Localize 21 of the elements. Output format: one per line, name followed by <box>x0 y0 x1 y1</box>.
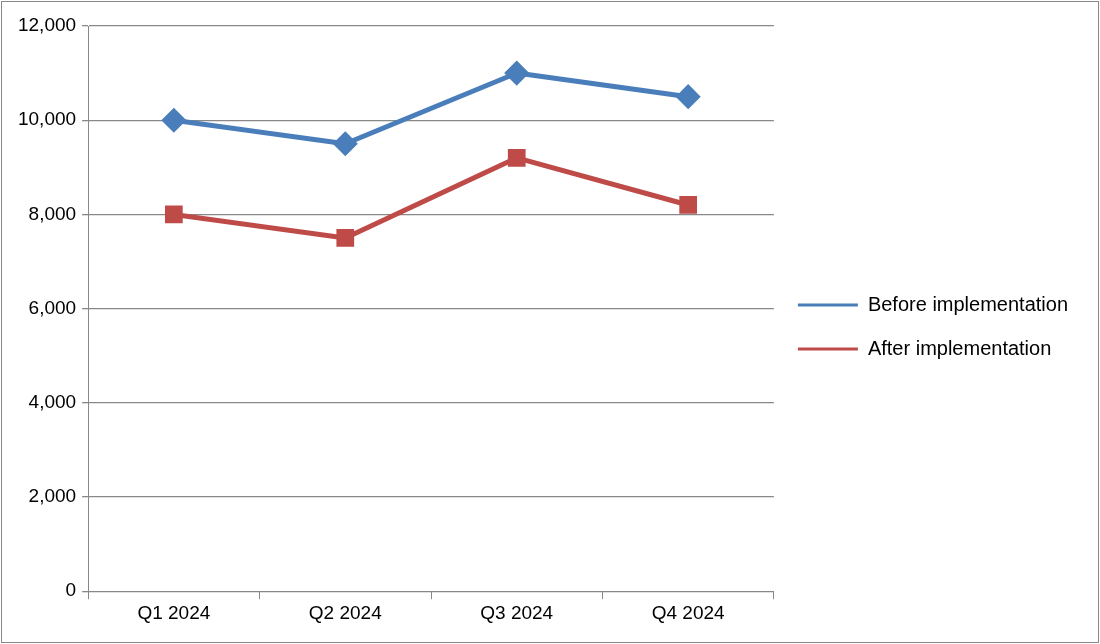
x-tick-label: Q2 2024 <box>308 601 383 623</box>
point <box>162 108 186 132</box>
y-tick-label: 0 <box>65 579 77 601</box>
point <box>336 229 355 247</box>
x-tick-label: Q1 2024 <box>137 601 211 623</box>
y-tick-label: 2,000 <box>28 485 77 507</box>
y-tick-label: 4,000 <box>28 391 77 413</box>
point <box>676 85 700 109</box>
y-tick-label: 12,000 <box>17 14 77 36</box>
point <box>679 196 698 214</box>
x-tick-label: Q4 2024 <box>651 601 726 623</box>
x-tick-label: Q3 2024 <box>480 601 554 623</box>
y-tick-label: 8,000 <box>28 202 77 224</box>
point <box>333 132 357 156</box>
y-tick-label: 6,000 <box>28 296 77 318</box>
legend-label: After implementation <box>867 336 1052 359</box>
point <box>507 149 526 167</box>
point <box>505 61 529 85</box>
legend-label: Before implementation <box>867 292 1068 315</box>
point <box>164 205 183 224</box>
y-tick-label: 10,000 <box>17 108 77 130</box>
